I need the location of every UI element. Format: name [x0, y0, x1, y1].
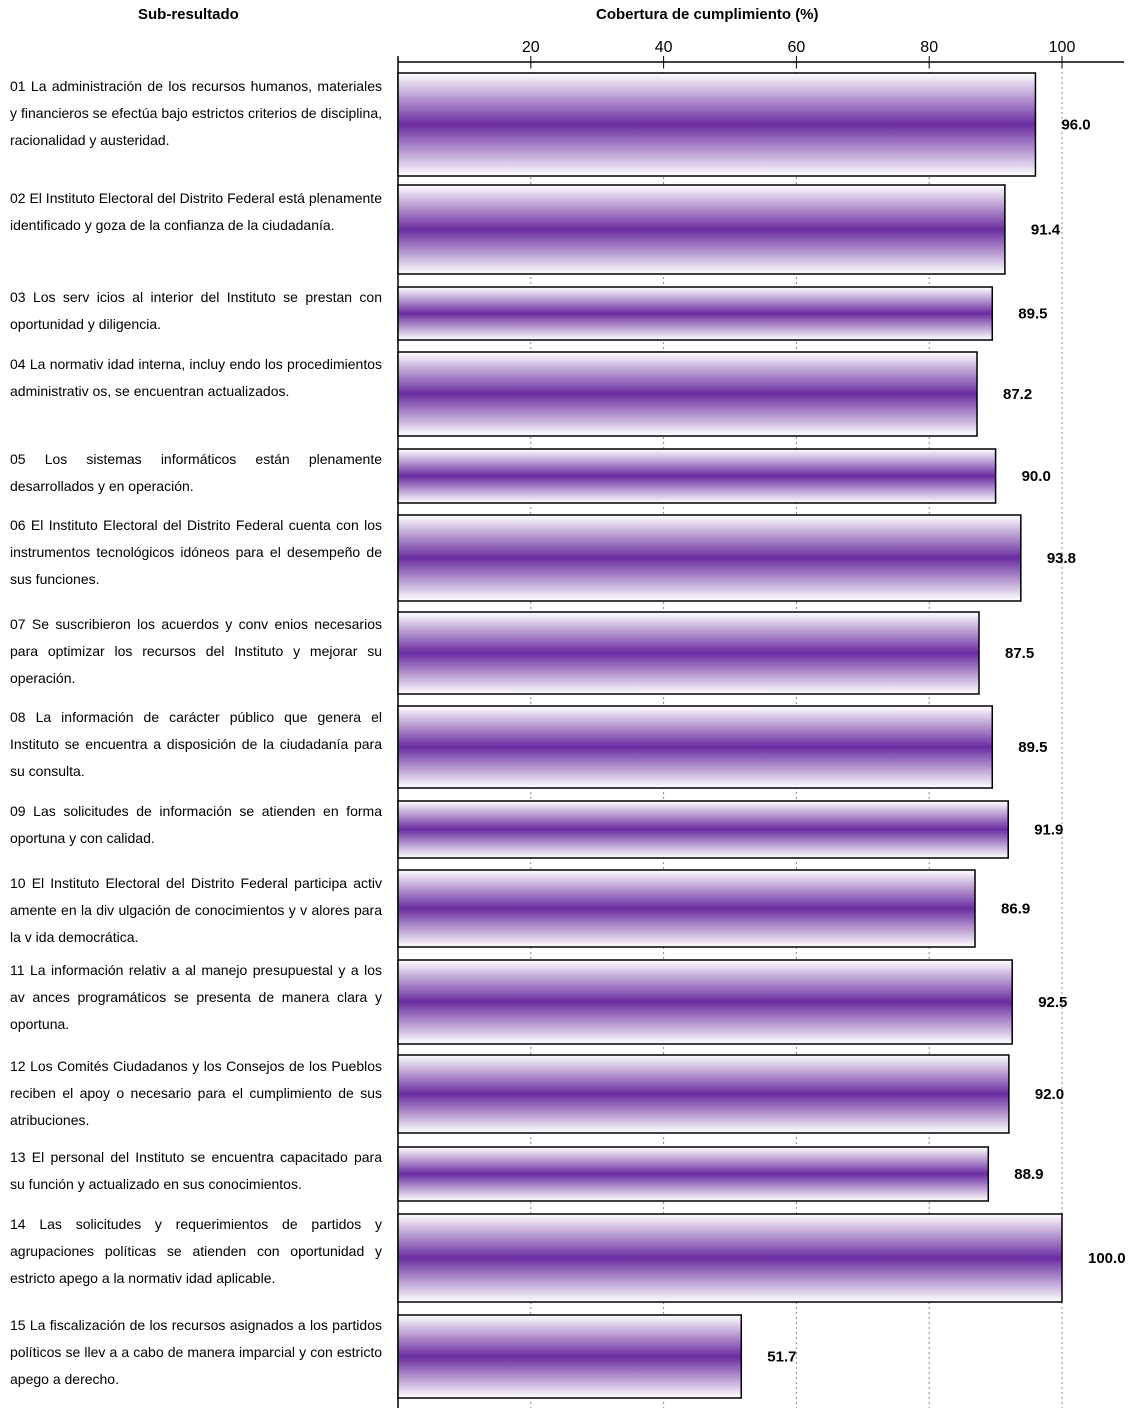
bar — [397, 72, 1037, 177]
value-label: 100.0 — [1088, 1250, 1126, 1267]
bar — [397, 705, 994, 789]
chart-title: Cobertura de cumplimiento (%) — [596, 6, 819, 23]
bar — [397, 286, 994, 341]
x-tick-label: 100 — [1049, 39, 1076, 56]
bar — [397, 800, 1009, 859]
x-tick-label: 40 — [655, 39, 673, 56]
category-label: 02 El Instituto Electoral del Distrito F… — [10, 190, 382, 233]
bar — [397, 351, 978, 437]
category-label: 08 La información de carácter público qu… — [10, 709, 382, 779]
bar — [397, 1146, 990, 1202]
value-label: 92.0 — [1035, 1086, 1064, 1103]
x-tick-label: 60 — [788, 39, 806, 56]
bar — [397, 1213, 1063, 1303]
value-label: 89.5 — [1018, 739, 1047, 756]
category-label: 10 El Instituto Electoral del Distrito F… — [10, 875, 382, 945]
row-header-title: Sub-resultado — [138, 6, 239, 23]
category-label: 11 La información relativ a al manejo pr… — [10, 962, 382, 1032]
category-label: 01 La administración de los recursos hum… — [10, 78, 382, 148]
value-label: 51.7 — [767, 1349, 796, 1366]
value-label: 91.4 — [1031, 222, 1061, 239]
value-label: 91.9 — [1034, 822, 1063, 839]
bar — [397, 1054, 1010, 1134]
value-label: 88.9 — [1014, 1166, 1043, 1183]
value-label: 93.8 — [1047, 550, 1076, 567]
x-tick-label: 20 — [522, 39, 540, 56]
bar — [397, 1314, 743, 1399]
category-label: 13 El personal del Instituto se encuentr… — [10, 1149, 382, 1192]
bar — [397, 959, 1013, 1045]
value-label: 86.9 — [1001, 901, 1030, 918]
value-label: 90.0 — [1022, 468, 1051, 485]
bar — [397, 611, 980, 695]
value-label: 87.5 — [1005, 645, 1034, 662]
bar — [397, 184, 1006, 275]
bar — [397, 869, 976, 948]
category-label: 15 La fiscalización de los recursos asig… — [10, 1317, 382, 1387]
category-label: 04 La normativ idad interna, incluy endo… — [10, 356, 382, 399]
value-label: 92.5 — [1038, 994, 1067, 1011]
category-label: 12 Los Comités Ciudadanos y los Consejos… — [10, 1058, 382, 1128]
category-label: 06 El Instituto Electoral del Distrito F… — [10, 517, 382, 587]
bar — [397, 514, 1022, 602]
value-label: 89.5 — [1018, 306, 1047, 323]
category-label: 09 Las solicitudes de información se ati… — [10, 803, 382, 846]
category-label: 14 Las solicitudes y requerimientos de p… — [10, 1216, 382, 1286]
value-label: 96.0 — [1061, 117, 1090, 134]
category-label: 07 Se suscribieron los acuerdos y conv e… — [10, 616, 382, 686]
value-label: 87.2 — [1003, 386, 1032, 403]
category-label: 03 Los serv icios al interior del Instit… — [10, 289, 382, 332]
category-label: 05 Los sistemas informáticos están plena… — [10, 451, 382, 494]
bar — [397, 448, 997, 504]
x-tick-label: 80 — [920, 39, 938, 56]
